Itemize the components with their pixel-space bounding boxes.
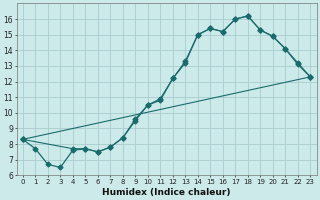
X-axis label: Humidex (Indice chaleur): Humidex (Indice chaleur) — [102, 188, 231, 197]
